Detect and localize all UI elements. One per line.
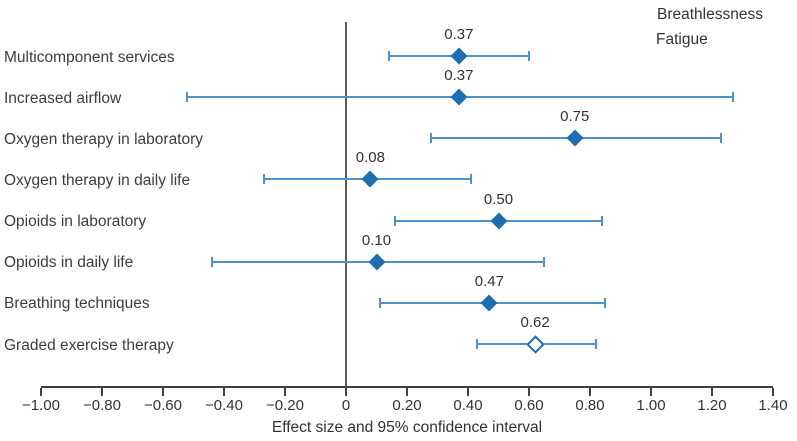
x-tick-label: −0.20 [266,397,304,414]
effect-value-label: 0.47 [474,272,504,290]
ci-cap-right [604,297,607,308]
filled-diamond-icon [634,6,651,23]
category-label: Multicomponent services [4,48,175,66]
effect-value-label: 0.62 [520,314,550,332]
x-tick [650,388,652,396]
ci-cap-left [393,215,396,226]
effect-value-label: 0.10 [361,231,392,249]
category-label: Opioids in laboratory [4,213,147,231]
x-tick [101,388,103,396]
effect-value-label: 0.37 [444,67,474,85]
effect-diamond-filled [361,170,379,188]
x-tick [528,388,530,396]
ci-cap-left [476,339,479,350]
ci-cap-right [732,92,735,103]
ci-cap-right [528,51,530,61]
legend-item-fatigue: Fatigue [633,29,763,50]
ci-cap-right [470,174,473,185]
ci-cap-left [186,92,189,103]
x-tick-label: 0.80 [575,397,605,414]
zero-reference-line [345,22,347,386]
category-label: Graded exercise therapy [4,336,174,354]
legend: Breathlessness Fatigue [633,4,763,50]
ci-cap-left [387,51,390,61]
effect-diamond-open [525,334,545,354]
x-tick-label: −1.00 [22,397,60,414]
effect-diamond-filled [490,212,507,230]
effect-diamond-filled [450,47,468,65]
x-tick-label: 0.40 [453,397,483,414]
x-tick-label: 1.00 [636,397,666,414]
effect-diamond-filled [480,294,498,312]
x-axis-line [41,386,773,388]
x-tick-label: 1.40 [758,397,788,414]
x-tick-label: −0.60 [144,397,182,414]
legend-label-fatigue: Fatigue [656,30,708,48]
category-label: Oxygen therapy in daily life [4,171,191,189]
x-tick [223,388,225,396]
effect-diamond-filled [566,129,584,147]
effect-value-label: 0.08 [355,149,385,167]
ci-cap-right [543,256,546,267]
effect-value-label: 0.75 [560,108,590,126]
x-tick-label: 1.20 [697,397,727,414]
effect-value-label: 0.37 [444,26,474,43]
x-tick [772,388,774,396]
category-label: Increased airflow [4,89,122,107]
category-label: Opioids in daily life [4,254,134,272]
open-diamond-icon [637,33,650,46]
ci-cap-left [378,297,381,308]
legend-item-breathlessness: Breathlessness [633,4,763,25]
x-tick-label: 0.60 [514,397,544,414]
effect-diamond-filled [450,88,468,106]
x-axis-title: Effect size and 95% confidence interval [271,419,543,436]
x-tick [345,388,347,396]
ci-cap-right [601,215,604,226]
ci-cap-left [262,174,265,185]
effect-value-label: 0.50 [483,190,514,208]
x-tick [40,388,42,396]
x-tick-label: 0 [341,397,351,414]
category-label: Breathing techniques [4,295,150,313]
ci-cap-right [720,133,723,144]
x-tick-label: −0.40 [205,397,243,414]
x-tick [467,388,469,396]
ci-cap-left [430,133,433,144]
x-tick-label: −0.80 [83,397,121,414]
ci-cap-left [210,256,213,267]
effect-diamond-filled [368,253,385,271]
x-tick [284,388,286,396]
ci-cap-right [595,339,598,350]
x-tick [162,388,164,396]
x-tick [406,388,408,396]
x-tick [711,388,713,396]
category-label: Oxygen therapy in laboratory [4,130,204,148]
x-tick [589,388,591,396]
legend-label-breathlessness: Breathlessness [657,5,763,23]
x-tick-label: 0.20 [392,397,422,414]
